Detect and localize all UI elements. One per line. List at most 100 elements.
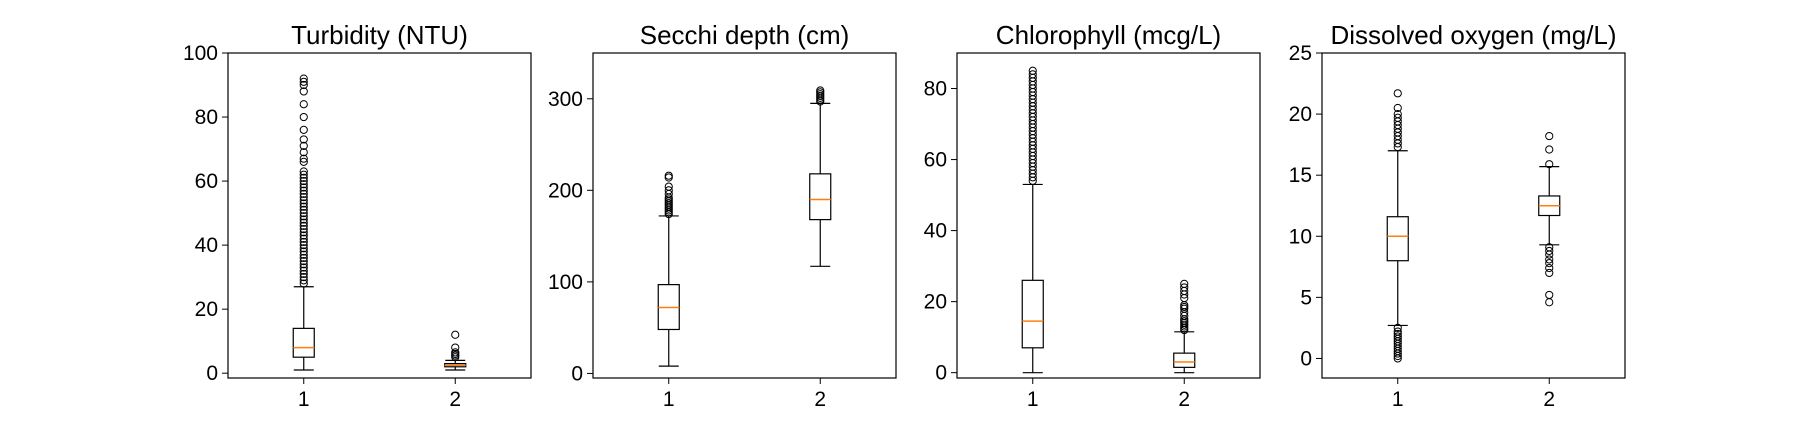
x-tick-label: 1 <box>1027 388 1039 411</box>
x-tick-label: 2 <box>449 388 461 411</box>
outlier-point <box>299 77 308 86</box>
outlier-point <box>1393 103 1402 113</box>
outlier-point <box>299 135 308 144</box>
y-tick-label: 100 <box>548 271 583 294</box>
outlier-point <box>299 241 308 250</box>
x-tick-label: 2 <box>814 388 826 411</box>
x-tick-label: 1 <box>298 388 310 411</box>
outlier-point <box>299 167 308 176</box>
x-tick-label: 2 <box>1543 388 1555 411</box>
y-tick-label: 20 <box>924 291 947 314</box>
outlier-point <box>299 112 308 122</box>
outlier-point <box>299 170 308 179</box>
outlier-point <box>299 273 308 282</box>
outlier-point <box>299 260 308 269</box>
chart-title: Turbidity (NTU) <box>291 20 468 50</box>
y-tick-label: 40 <box>195 234 218 257</box>
outlier-point <box>299 212 308 221</box>
outlier-point <box>299 176 308 186</box>
outlier-point <box>299 173 308 182</box>
y-tick-label: 20 <box>195 298 218 321</box>
y-tick-label: 20 <box>1289 103 1312 126</box>
outlier-point <box>1545 255 1554 264</box>
outlier-point <box>299 205 308 214</box>
outlier-point <box>299 202 308 211</box>
outlier-point <box>299 250 308 259</box>
iqr-box <box>1173 352 1196 368</box>
chart-title: Dissolved oxygen (mg/L) <box>1330 20 1616 50</box>
outlier-point <box>1028 66 1037 75</box>
y-tick-label: 200 <box>548 179 583 202</box>
outlier-point <box>299 253 308 263</box>
outlier-point <box>1180 279 1189 288</box>
y-tick-label: 10 <box>1289 225 1312 248</box>
outlier-point <box>1393 89 1402 98</box>
y-tick-label: 60 <box>924 149 947 172</box>
outlier-point <box>299 180 308 189</box>
outlier-point <box>299 183 308 192</box>
outlier-point <box>299 247 308 256</box>
outlier-point <box>299 186 308 195</box>
outlier-point <box>299 231 308 240</box>
outlier-point <box>299 257 308 266</box>
outlier-point <box>299 141 308 150</box>
outlier-point <box>299 100 308 109</box>
y-tick-label: 15 <box>1289 164 1312 187</box>
outlier-point <box>299 263 308 272</box>
outlier-point <box>1545 290 1554 300</box>
outlier-point <box>1393 327 1402 336</box>
y-tick-label: 25 <box>1289 42 1312 65</box>
outlier-point <box>1545 298 1554 307</box>
y-tick-label: 0 <box>206 362 218 385</box>
outlier-point <box>1393 332 1402 341</box>
y-tick-label: 0 <box>935 362 947 385</box>
outlier-point <box>299 196 308 205</box>
outlier-point <box>451 330 460 339</box>
axes-frame <box>956 52 1261 379</box>
outlier-point <box>1545 145 1554 154</box>
y-tick-label: 40 <box>924 220 947 243</box>
chart-title: Chlorophyll (mcg/L) <box>996 20 1221 50</box>
outlier-point <box>816 86 825 95</box>
outlier-point <box>1545 131 1554 141</box>
outlier-point <box>1180 302 1189 312</box>
y-tick-label: 80 <box>924 78 947 101</box>
outlier-point <box>1545 268 1554 278</box>
iqr-box <box>809 173 832 221</box>
outlier-point <box>299 218 308 227</box>
outlier-point <box>299 234 308 243</box>
outlier-point <box>299 269 308 279</box>
outlier-point <box>664 186 673 195</box>
x-tick-label: 1 <box>1392 388 1404 411</box>
outlier-point <box>1545 263 1554 273</box>
outlier-point <box>299 266 308 275</box>
outlier-point <box>299 225 308 234</box>
y-tick-label: 0 <box>571 362 583 385</box>
outlier-point <box>299 157 308 166</box>
outlier-point <box>299 237 308 247</box>
outlier-point <box>664 171 673 180</box>
x-tick-label: 1 <box>663 388 675 411</box>
outlier-point <box>451 348 460 357</box>
y-tick-label: 100 <box>183 42 218 65</box>
outlier-point <box>1393 323 1402 333</box>
outlier-point <box>664 182 673 191</box>
outlier-point <box>1028 70 1037 79</box>
outlier-point <box>299 125 308 134</box>
y-tick-label: 300 <box>548 88 583 111</box>
outlier-point <box>1180 283 1189 292</box>
outlier-point <box>299 154 308 163</box>
outlier-point <box>299 148 308 157</box>
outlier-point <box>1393 109 1402 119</box>
y-tick-label: 80 <box>195 106 218 129</box>
x-tick-label: 2 <box>1178 388 1190 411</box>
outlier-point <box>1545 259 1554 268</box>
outlier-point <box>1393 113 1402 122</box>
iqr-box <box>1021 279 1044 349</box>
outlier-point <box>299 189 308 198</box>
outlier-point <box>299 276 308 285</box>
outlier-point <box>299 199 308 208</box>
outlier-point <box>451 343 460 352</box>
